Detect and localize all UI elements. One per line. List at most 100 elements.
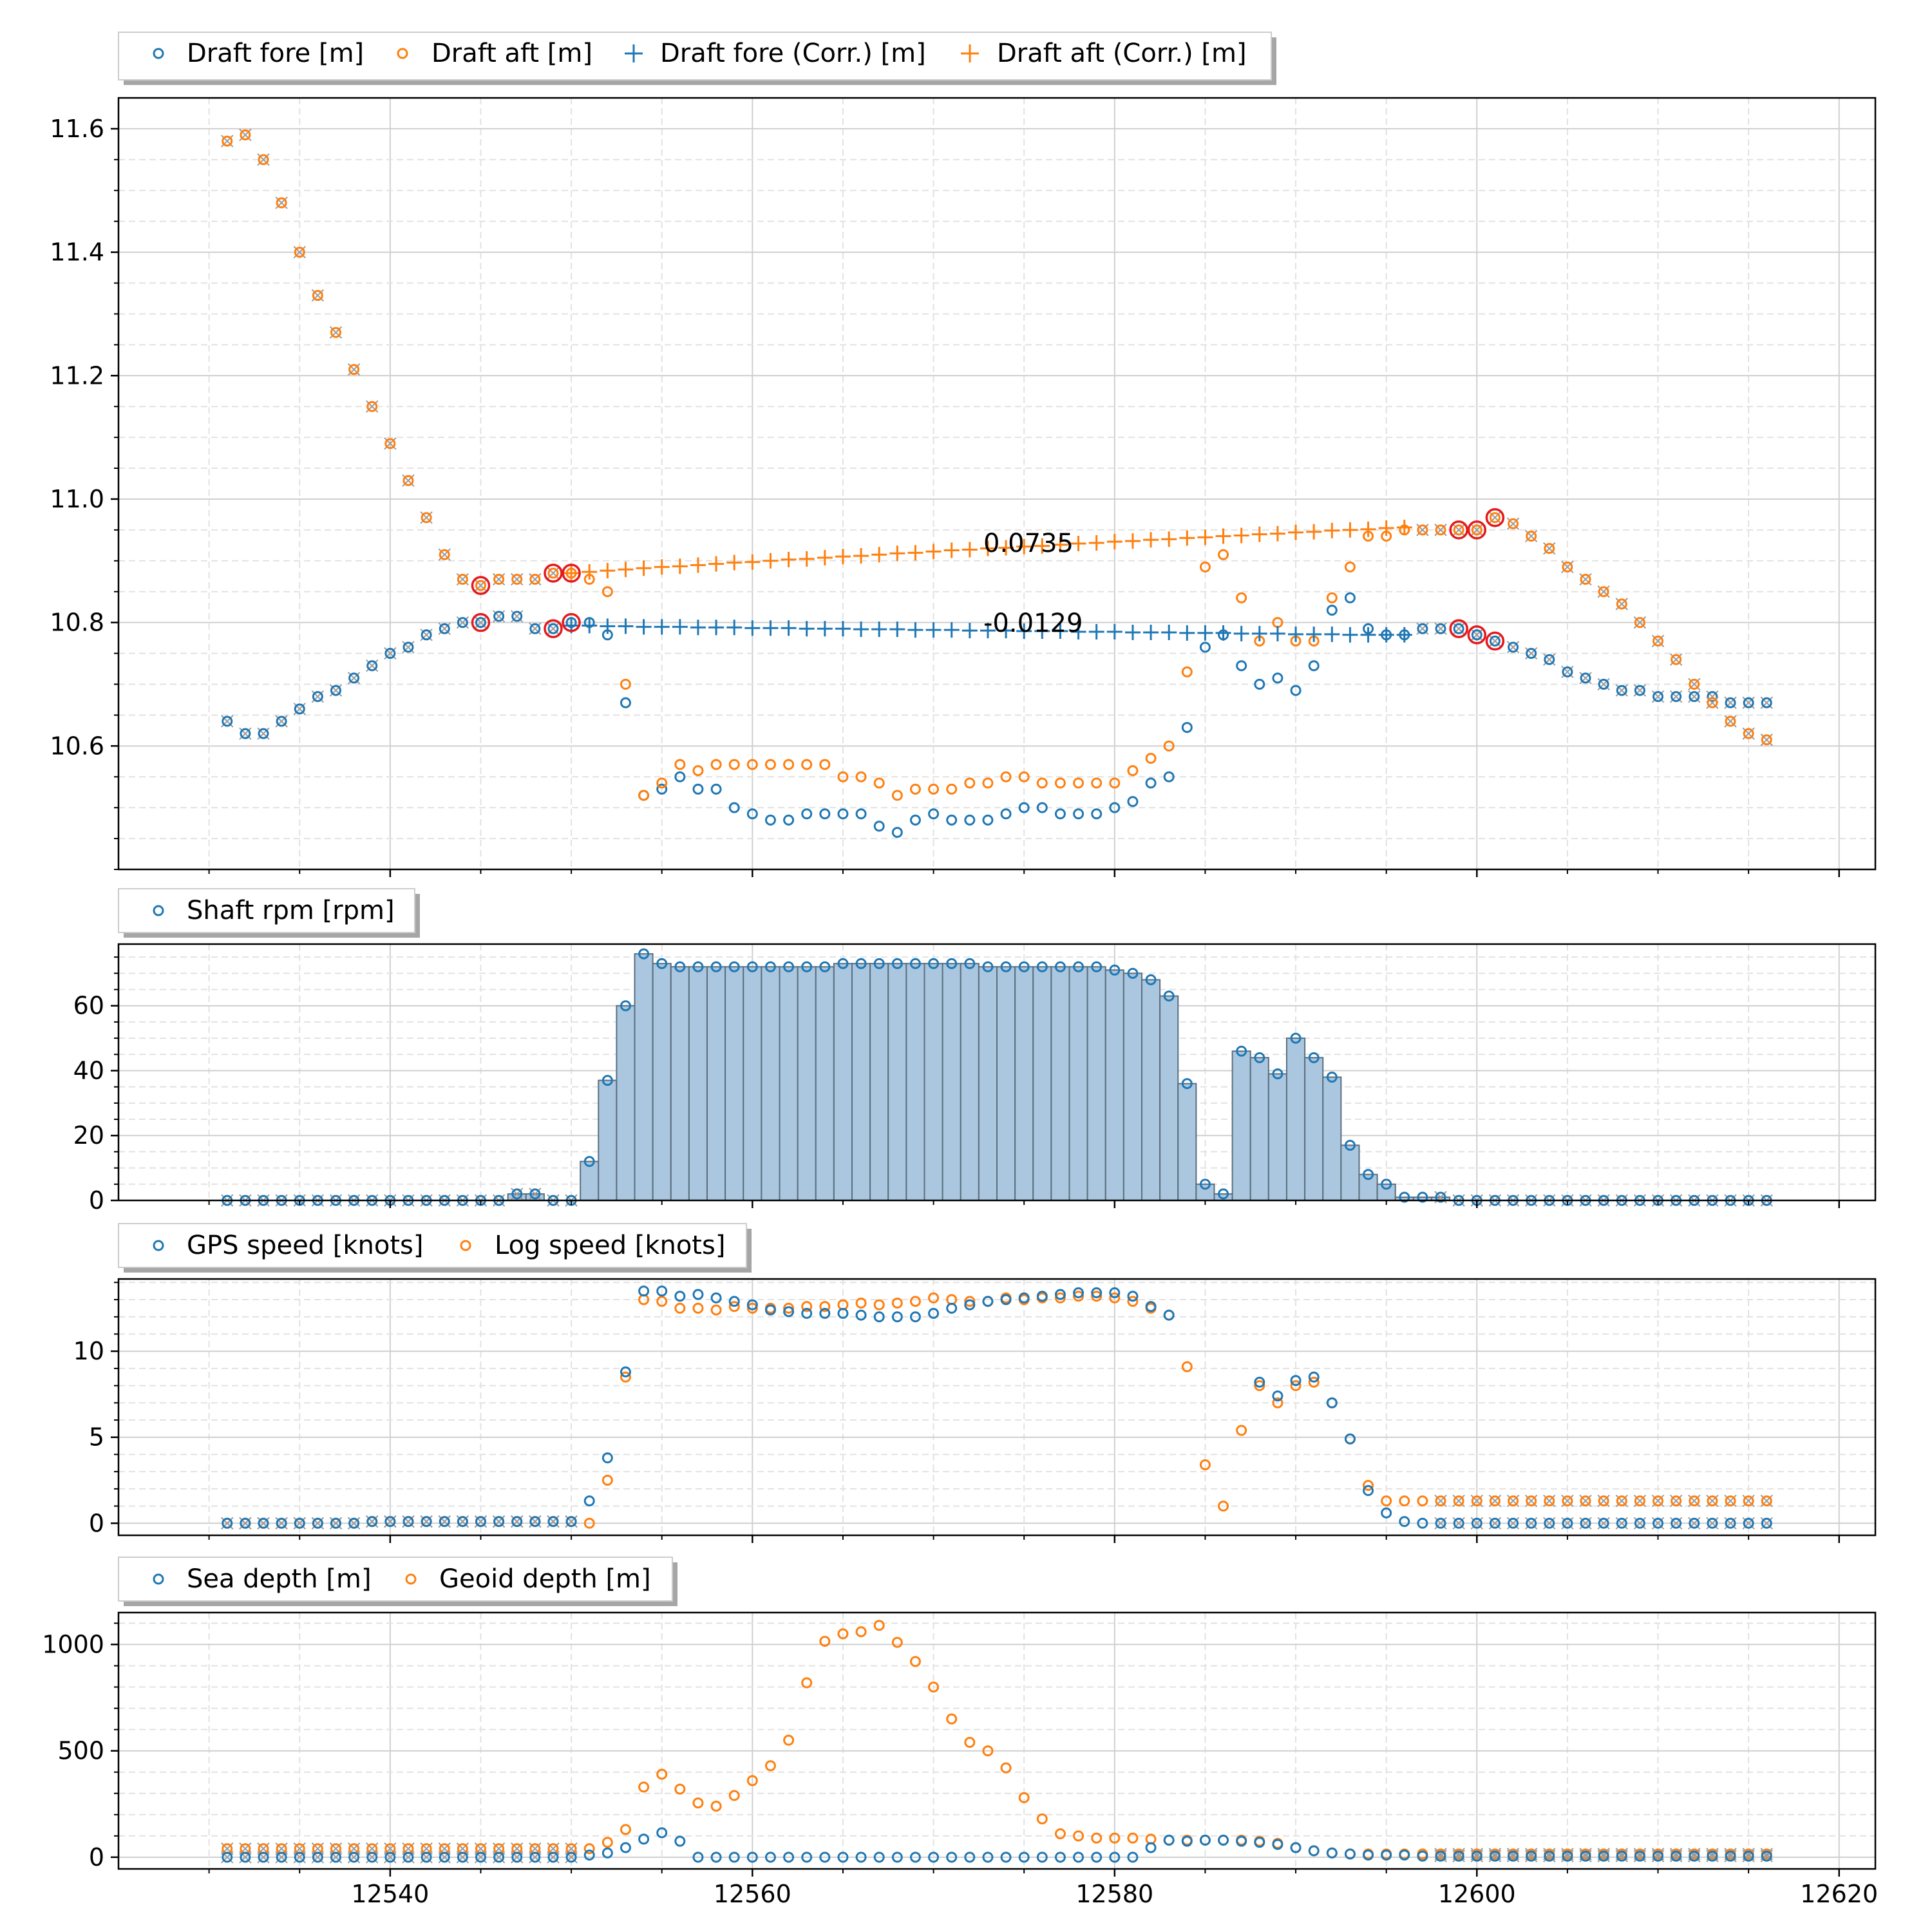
sea-depth-point <box>1218 1834 1229 1846</box>
rpm-point <box>855 958 867 969</box>
draft-aft-point <box>873 777 885 789</box>
sea-depth-point <box>1399 1850 1410 1861</box>
rpm-bar <box>1304 1057 1324 1201</box>
sea-depth-point <box>1091 1852 1103 1863</box>
draft-aft-point <box>1181 666 1193 677</box>
draft-aft-point <box>1508 518 1519 529</box>
draft-fore-point <box>1653 691 1664 703</box>
draft-aft-corr-point <box>1288 524 1304 540</box>
rpm-point <box>638 948 650 960</box>
gps-speed-point <box>1091 1287 1103 1298</box>
draft-aft-point <box>402 475 414 486</box>
draft-aft-corr-point <box>1143 532 1159 548</box>
draft-fore-corr-point <box>1179 625 1195 641</box>
draft-aft-corr-point <box>1088 535 1104 551</box>
draft-fore-corr-point <box>799 621 815 637</box>
sea-depth-point <box>511 1852 523 1863</box>
gps-speed-point <box>402 1516 414 1528</box>
draft-fore-point <box>1616 685 1627 696</box>
sea-depth-point <box>1616 1850 1627 1862</box>
gps-speed-point <box>674 1291 686 1302</box>
draft-aft-annotation: 0.0735 <box>983 529 1074 558</box>
sea-depth-point <box>384 1852 396 1863</box>
draft-aft-point <box>692 765 704 777</box>
draft-fore-point <box>1344 592 1356 603</box>
draft-fore-corr-point <box>835 621 851 637</box>
draft-fore-point <box>1634 685 1645 696</box>
legend-draft-fore-label: Draft fore [m] <box>187 39 364 68</box>
log-speed-point <box>1181 1361 1193 1372</box>
highlight-aft-ring <box>1449 520 1468 540</box>
y-tick-label: 1000 <box>42 1631 104 1659</box>
draft-aft-point <box>1489 512 1501 524</box>
rpm-bar <box>706 966 726 1202</box>
draft-aft-corr-point <box>961 542 978 558</box>
draft-aft-point <box>1707 697 1718 708</box>
log-speed-point <box>1381 1495 1392 1507</box>
geoid-depth-point <box>656 1768 668 1780</box>
gps-speed-point <box>1562 1517 1573 1529</box>
sea-depth-point <box>493 1852 505 1863</box>
geoid-depth-point <box>891 1636 903 1648</box>
rpm-bar <box>761 966 781 1202</box>
log-speed-point <box>1707 1495 1718 1507</box>
draft-aft-point <box>457 574 468 585</box>
draft-aft-point <box>330 327 341 338</box>
draft-aft-point <box>710 759 722 770</box>
legend-sea-depth-label: Sea depth [m] <box>187 1564 372 1594</box>
draft-fore-corr-point <box>1052 623 1068 639</box>
draft-aft-point <box>384 438 396 450</box>
draft-fore-corr-point <box>1396 627 1412 643</box>
draft-fore-point <box>258 728 269 739</box>
highlight-fore-ring <box>1449 619 1468 638</box>
gps-speed-point <box>1634 1517 1645 1529</box>
draft-aft-point <box>1163 740 1175 752</box>
sea-depth-point <box>1199 1834 1211 1846</box>
draft-aft-point <box>1580 574 1591 585</box>
rpm-panel: 0 20 40 60 Shaft rpm [rpm] <box>73 888 1877 1215</box>
gps-speed-point <box>1653 1517 1664 1529</box>
rpm-bar <box>580 1160 600 1202</box>
draft-fore-corr-point <box>618 618 634 634</box>
draft-aft-point <box>1598 586 1609 598</box>
draft-fore-point <box>511 611 523 622</box>
draft-fore-corr-point <box>871 621 887 638</box>
draft-fore-corr-point <box>980 623 996 639</box>
draft-aft-point <box>366 401 378 412</box>
draft-aft-point <box>1344 561 1356 573</box>
draft-fore-point <box>1707 691 1718 703</box>
gps-speed-point <box>819 1307 831 1319</box>
draft-fore-point <box>946 814 958 826</box>
draft-fore-point <box>1417 623 1428 634</box>
legend-draft-fore-corr-label: Draft fore (Corr.) [m] <box>660 39 926 68</box>
gps-speed-point <box>366 1516 378 1528</box>
draft-aft-corr-point <box>1269 526 1285 542</box>
draft-fore-point <box>1435 623 1446 634</box>
gps-speed-point <box>348 1517 360 1529</box>
draft-aft-point <box>1544 543 1555 554</box>
draft-aft-corr-point <box>1197 529 1213 545</box>
sea-depth-point <box>1580 1850 1591 1862</box>
geoid-depth-point <box>964 1736 976 1748</box>
rpm-point <box>583 1156 595 1168</box>
gps-speed-point <box>728 1296 740 1307</box>
gps-speed-point <box>1000 1294 1012 1305</box>
geoid-depth-point <box>837 1628 849 1640</box>
draft-fore-point <box>1671 691 1682 703</box>
draft-fore-point <box>1127 796 1139 808</box>
draft-aft-point <box>909 783 921 795</box>
gps-speed-point <box>1489 1517 1501 1529</box>
log-speed-point <box>1236 1425 1247 1436</box>
rpm-bar <box>833 963 853 1202</box>
rpm-point <box>620 1000 631 1012</box>
gps-speed-point <box>1018 1292 1030 1303</box>
draft-aft-corr-point <box>1106 534 1122 550</box>
draft-marks <box>221 128 1773 838</box>
gps-speed-point <box>1616 1517 1627 1529</box>
log-speed-point <box>1489 1495 1501 1507</box>
log-speed-point <box>873 1299 885 1311</box>
rpm-point <box>1344 1139 1356 1151</box>
gps-speed-point <box>1326 1397 1338 1408</box>
draft-aft-point <box>1145 752 1157 764</box>
sea-depth-point <box>1236 1835 1247 1847</box>
